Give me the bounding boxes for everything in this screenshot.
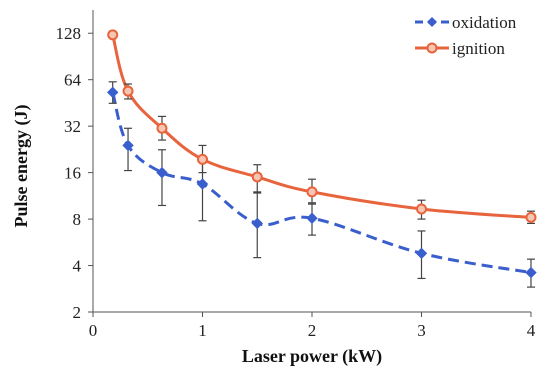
data-point: [107, 86, 119, 99]
data-point: [251, 171, 263, 183]
series-line-ignition: [111, 34, 532, 219]
y-tick-label: 32: [64, 117, 81, 136]
y-tick-label: 16: [64, 164, 81, 183]
data-point: [306, 212, 318, 224]
series-line-oxidation: [111, 91, 532, 275]
data-point: [156, 122, 168, 134]
x-axis-ticks: 0 1 2 3 4: [89, 312, 536, 340]
data-point: [306, 186, 318, 198]
x-tick-label: 3: [417, 321, 426, 340]
data-point: [122, 85, 134, 97]
legend-swatch-marker: [426, 42, 438, 54]
legend-label: ignition: [452, 39, 505, 58]
legend: oxidation ignition: [415, 13, 517, 58]
series-ignition: [107, 29, 537, 225]
data-point: [107, 29, 119, 41]
y-tick-label: 64: [64, 71, 82, 90]
x-tick-label: 0: [89, 321, 98, 340]
data-point: [251, 217, 263, 230]
series-oxidation: [107, 81, 537, 288]
y-axis-title: Pulse energy (J): [11, 105, 32, 228]
y-tick-label: 4: [73, 257, 82, 276]
data-point: [525, 211, 537, 223]
data-point: [156, 166, 168, 179]
data-point: [525, 266, 537, 279]
data-point: [416, 203, 427, 215]
y-tick-label: 128: [56, 24, 82, 43]
y-tick-label: 8: [73, 210, 82, 229]
series-layer: [107, 29, 537, 288]
data-point: [197, 153, 208, 165]
legend-swatch-marker: [427, 17, 437, 27]
legend-item-oxidation: oxidation: [415, 13, 517, 32]
y-axis-ticks: 2 4 8 16 32 64 128: [56, 24, 93, 322]
x-axis-title: Laser power (kW): [242, 346, 382, 367]
data-point: [196, 178, 209, 190]
data-point: [122, 139, 134, 152]
y-tick-label: 2: [73, 303, 82, 322]
x-tick-label: 4: [527, 321, 536, 340]
x-tick-label: 1: [198, 321, 207, 340]
legend-item-ignition: ignition: [415, 39, 505, 58]
x-tick-label: 2: [308, 321, 317, 340]
legend-label: oxidation: [452, 13, 517, 32]
data-point: [415, 247, 428, 260]
